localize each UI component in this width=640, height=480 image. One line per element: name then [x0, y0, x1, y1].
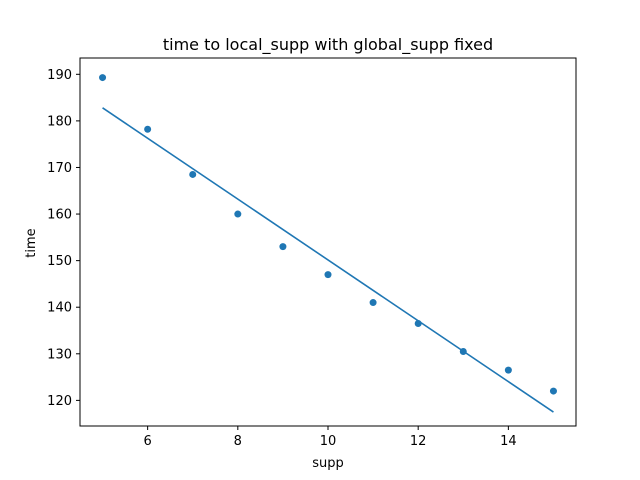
- y-tick-label: 190: [47, 68, 72, 83]
- y-tick-label: 160: [47, 208, 72, 223]
- x-tick-label: 10: [320, 434, 337, 449]
- chart-title: time to local_supp with global_supp fixe…: [163, 35, 493, 55]
- x-axis-label: supp: [312, 456, 344, 471]
- data-point: [369, 299, 377, 307]
- data-point: [504, 366, 512, 374]
- x-tick-label: 6: [143, 434, 151, 449]
- data-point: [324, 271, 332, 279]
- data-point: [234, 210, 242, 218]
- data-point: [549, 387, 557, 395]
- fit-line: [102, 107, 554, 413]
- y-tick-label: 150: [47, 254, 72, 269]
- y-tick-label: 120: [47, 394, 72, 409]
- y-tick-label: 140: [47, 301, 72, 316]
- y-tick-label: 180: [47, 114, 72, 129]
- data-point: [144, 125, 152, 133]
- x-axis: 6 8 10 12 14: [143, 426, 517, 449]
- data-point: [279, 243, 287, 251]
- y-axis-label: time: [24, 228, 39, 257]
- plot-area: [99, 74, 557, 413]
- x-tick-label: 14: [500, 434, 517, 449]
- y-tick-label: 130: [47, 347, 72, 362]
- y-tick-label: 170: [47, 161, 72, 176]
- data-point: [189, 170, 197, 178]
- plot-frame: [79, 57, 577, 427]
- data-point: [99, 74, 107, 82]
- y-axis: 120 130 140 150 160 170 180 190: [47, 68, 80, 409]
- x-tick-label: 12: [410, 434, 427, 449]
- x-tick-label: 8: [234, 434, 242, 449]
